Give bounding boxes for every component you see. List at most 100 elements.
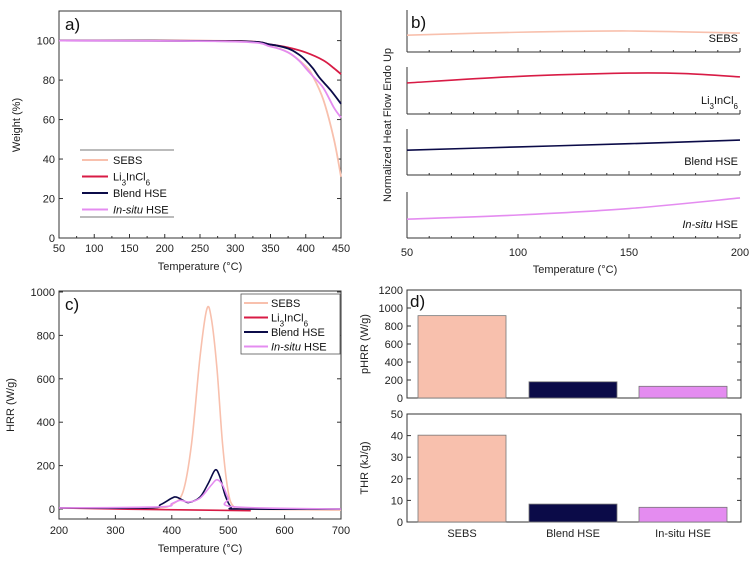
y-tick-label: 1000 <box>31 287 55 299</box>
label-part: 3 <box>122 178 127 187</box>
x-axis-label: Temperature (°C) <box>158 543 242 555</box>
legend-label: SEBS <box>113 155 142 167</box>
category-label: SEBS <box>447 528 476 540</box>
y-tick-label: 60 <box>43 115 55 127</box>
x-tick-label: 400 <box>297 243 315 255</box>
y-tick-label: 40 <box>391 431 403 443</box>
series-line-li3incl6 <box>58 39 342 75</box>
legend-label: Li3InCl6 <box>271 313 309 329</box>
legend-label: In-situ HSE <box>113 205 169 217</box>
x-tick-label: 500 <box>219 525 237 537</box>
series-line-in-situ-hse <box>58 39 342 119</box>
x-tick-label: 200 <box>731 247 749 259</box>
x-tick-label: 50 <box>401 247 413 259</box>
y-tick-label: 200 <box>37 461 55 473</box>
legend-label: In-situ HSE <box>271 342 327 354</box>
x-tick-label: 100 <box>85 243 103 255</box>
label-part: 3 <box>710 102 715 111</box>
label-part: 6 <box>734 102 739 111</box>
category-label: Blend HSE <box>546 528 600 540</box>
y-tick-label: 1000 <box>379 303 403 315</box>
x-tick-label: 50 <box>53 243 65 255</box>
panel-label: d) <box>410 292 425 311</box>
label-part: Li <box>113 172 122 184</box>
y-axis-label: HRR (W/g) <box>5 378 17 432</box>
y-tick-label: 80 <box>43 75 55 87</box>
series-line <box>58 478 342 510</box>
series-line <box>406 197 741 220</box>
x-tick-label: 300 <box>226 243 244 255</box>
series-line <box>58 305 342 511</box>
x-tick-label: 300 <box>106 525 124 537</box>
label-part: InCl <box>284 313 304 325</box>
series-line <box>406 30 741 36</box>
x-tick-label: 200 <box>50 525 68 537</box>
x-tick-label: 700 <box>332 525 350 537</box>
series-label: Li3InCl6 <box>701 95 739 111</box>
label-part: Li <box>271 313 280 325</box>
panel-label: a) <box>65 15 80 34</box>
y-tick-label: 1200 <box>379 285 403 297</box>
y-tick-label: 600 <box>37 374 55 386</box>
legend-label: Blend HSE <box>271 327 325 339</box>
y-tick-label: 800 <box>385 321 403 333</box>
series-line <box>406 72 741 84</box>
label-part: In-situ <box>113 205 143 217</box>
legend-label: SEBS <box>271 298 300 310</box>
label-part: 6 <box>146 178 151 187</box>
y-tick-label: 20 <box>43 194 55 206</box>
x-tick-label: 100 <box>509 247 527 259</box>
bar-blend-hse <box>528 381 618 399</box>
y-axis-label: Weight (%) <box>11 98 23 152</box>
label-part: HSE <box>712 219 738 231</box>
label-part: HSE <box>143 205 169 217</box>
bar-in-situ-hse <box>638 506 728 523</box>
x-tick-label: 400 <box>163 525 181 537</box>
label-part: Li <box>701 95 710 107</box>
label-part: In-situ <box>271 342 301 354</box>
label-part: In-situ <box>682 219 712 231</box>
x-tick-label: 150 <box>120 243 138 255</box>
legend-label: Li3InCl6 <box>113 172 151 188</box>
x-tick-label: 150 <box>620 247 638 259</box>
label-part: HSE <box>301 342 327 354</box>
y-tick-label: 40 <box>43 154 55 166</box>
label-part: InCl <box>714 95 734 107</box>
panel-a-frame <box>58 10 342 239</box>
series-label: In-situ HSE <box>682 219 738 231</box>
series-line <box>58 468 342 510</box>
y-tick-label: 200 <box>385 375 403 387</box>
x-tick-label: 250 <box>191 243 209 255</box>
y-axis-label: pHRR (W/g) <box>359 314 371 374</box>
y-tick-label: 0 <box>49 233 55 245</box>
y-tick-label: 10 <box>391 495 403 507</box>
x-axis-label: Temperature (°C) <box>533 264 617 276</box>
y-axis-label: Normalized Heat Flow Endo Up <box>382 48 394 202</box>
x-tick-label: 350 <box>261 243 279 255</box>
y-tick-label: 100 <box>37 36 55 48</box>
bar-blend-hse <box>528 503 618 523</box>
label-part: InCl <box>126 172 146 184</box>
y-tick-label: 400 <box>385 357 403 369</box>
bar-in-situ-hse <box>638 385 728 399</box>
y-tick-label: 800 <box>37 330 55 342</box>
bar-sebs <box>417 315 507 399</box>
series-label: Blend HSE <box>684 156 738 168</box>
series-line <box>406 139 741 151</box>
x-tick-label: 450 <box>332 243 350 255</box>
label-part: 3 <box>280 319 285 328</box>
y-tick-label: 0 <box>397 393 403 405</box>
x-tick-label: 200 <box>156 243 174 255</box>
x-tick-label: 600 <box>275 525 293 537</box>
y-tick-label: 600 <box>385 339 403 351</box>
category-label: In-situ HSE <box>655 528 711 540</box>
x-axis-label: Temperature (°C) <box>158 261 242 273</box>
y-tick-label: 20 <box>391 474 403 486</box>
y-tick-label: 0 <box>49 504 55 516</box>
y-axis-label: THR (kJ/g) <box>359 441 371 494</box>
bar-sebs <box>417 434 507 523</box>
series-label: SEBS <box>709 33 738 45</box>
y-tick-label: 30 <box>391 452 403 464</box>
y-tick-label: 50 <box>391 409 403 421</box>
